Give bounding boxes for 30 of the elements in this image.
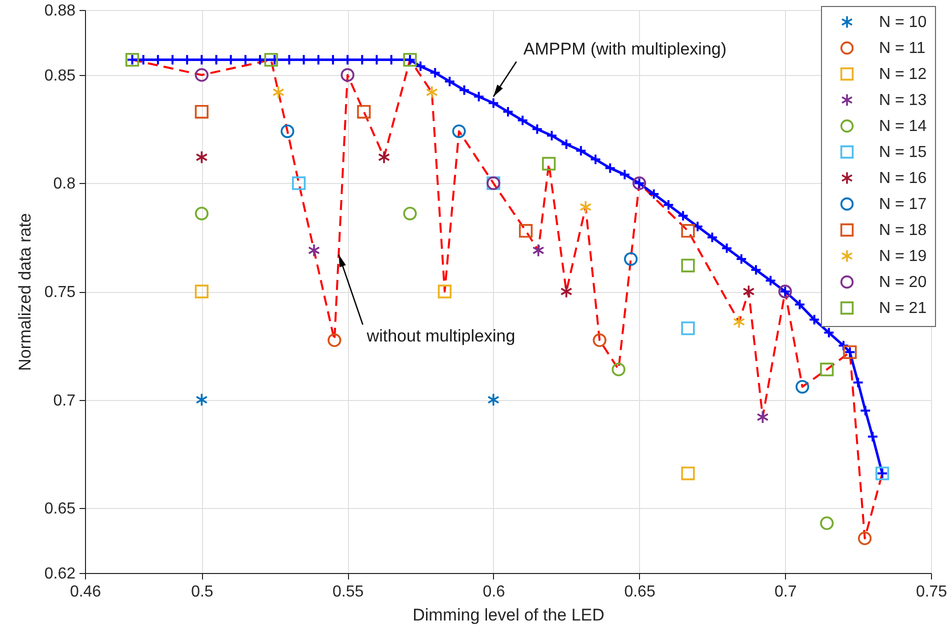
y-tick-label: 0.8 [53,176,76,193]
y-tick-label: 0.85 [44,67,76,84]
y-tick-label: 0.65 [44,500,76,518]
x-tick-label: 0.55 [332,584,364,600]
x-tick-label: 0.65 [624,584,656,600]
x-axis-title: Dimming level of the LED [412,606,604,624]
legend-label: N = 17 [879,196,927,213]
annotation: without multiplexing [366,326,516,346]
legend-label: N = 19 [879,248,927,265]
legend-label: N = 14 [879,118,927,135]
legend-label: N = 10 [879,14,927,31]
y-tick-label: 0.62 [44,566,76,582]
y-tick-label: 0.7 [53,392,76,410]
x-tick-label: 0.6 [482,584,506,600]
legend-label: N = 13 [879,92,927,109]
legend-label: N = 18 [879,222,927,239]
legend-label: N = 20 [879,274,927,291]
annotation: AMPPM (with multiplexing) [523,40,727,59]
y-axis-title: Normalized data rate [15,213,34,371]
y-tick-label: 0.88 [44,2,76,20]
legend-label: N = 12 [879,66,927,83]
y-tick-label: 0.75 [44,284,76,301]
x-tick-label: 0.5 [191,584,214,600]
legend-label: N = 21 [879,300,927,317]
legend-label: N = 16 [879,170,927,187]
x-tick-label: 0.46 [70,584,102,600]
legend-label: N = 15 [879,144,927,161]
x-tick-label: 0.75 [916,584,948,600]
legend-label: N = 11 [879,40,926,57]
x-tick-label: 0.7 [774,584,797,600]
